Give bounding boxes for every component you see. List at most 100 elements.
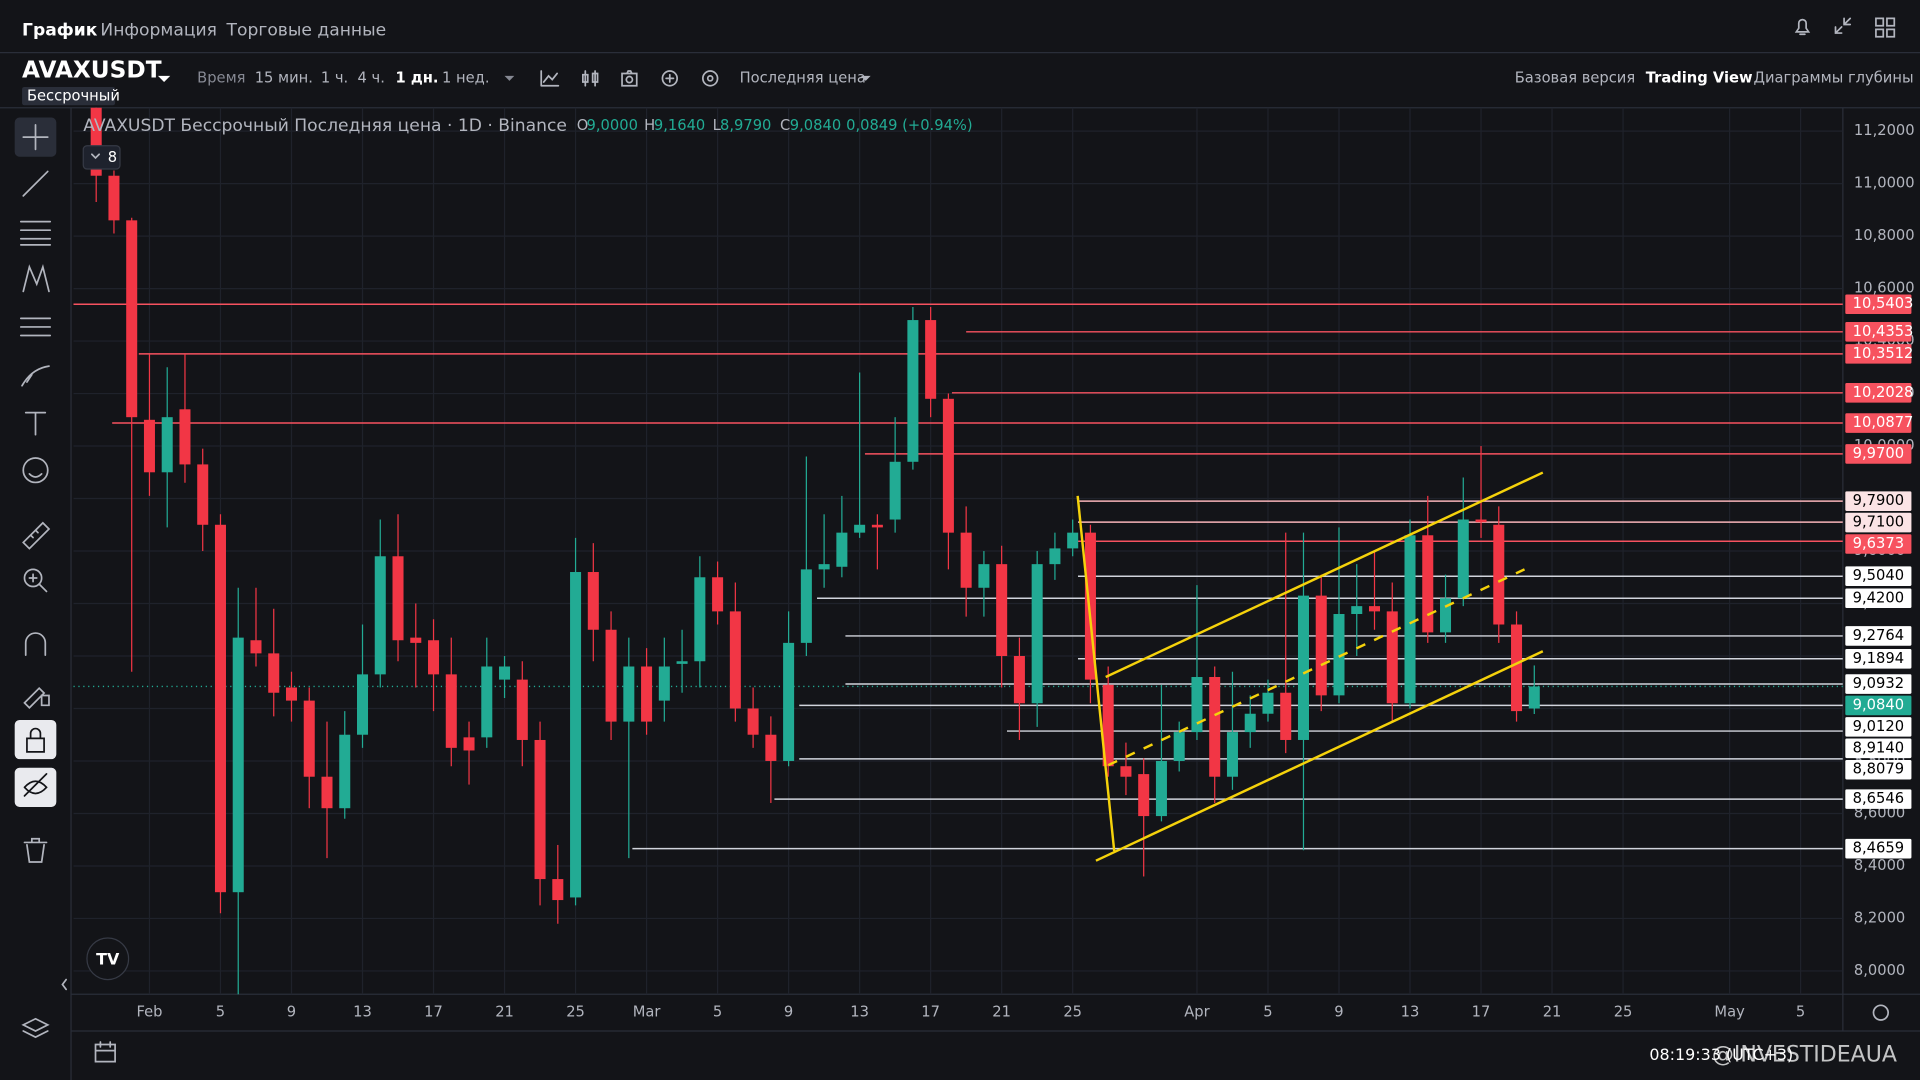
tool-zoom[interactable]: [28, 573, 48, 593]
caret[interactable]: [157, 75, 171, 83]
calendar[interactable]: [94, 1041, 116, 1063]
tab[interactable]: График: [22, 21, 98, 41]
x-tick-label: 21: [1543, 1004, 1562, 1021]
candle-body: [1209, 676, 1221, 777]
candle-body: [1297, 595, 1309, 740]
collapse[interactable]: [61, 978, 67, 991]
x-tick-label: 5: [713, 1004, 722, 1021]
tool-ruler[interactable]: [22, 521, 51, 550]
candle-body: [676, 661, 688, 664]
tool-layers[interactable]: [21, 1017, 50, 1039]
candle-body: [854, 524, 866, 533]
icon[interactable]: [665, 73, 675, 83]
candle-body: [978, 564, 990, 588]
tool-lock[interactable]: [26, 727, 45, 753]
tool-draw-lock[interactable]: [23, 686, 50, 709]
ohlc-value: 9,0000: [587, 117, 638, 134]
interval[interactable]: 15 мин.: [255, 69, 313, 86]
tab[interactable]: Информация: [100, 21, 216, 41]
candle-body: [232, 637, 244, 893]
trendlines: [1076, 471, 1544, 862]
x-tick-label: 17: [1472, 1004, 1491, 1021]
price-tag-label: 8,9140: [1853, 739, 1904, 756]
candle-body: [268, 653, 280, 693]
caret[interactable]: [860, 75, 871, 81]
ohlc-value: 9,0840: [790, 117, 841, 134]
settings[interactable]: [1872, 1004, 1890, 1021]
view[interactable]: Базовая версия: [1515, 69, 1636, 86]
icon[interactable]: [1834, 17, 1852, 34]
tool-fib[interactable]: [19, 220, 52, 246]
y-tick-label: 10,8000: [1854, 227, 1915, 244]
icon[interactable]: [1875, 17, 1896, 38]
tool-emoji[interactable]: [22, 457, 49, 484]
candle-body: [658, 666, 670, 701]
caret[interactable]: [504, 75, 515, 81]
icon[interactable]: [706, 75, 714, 82]
ohlc-value: C: [780, 117, 790, 134]
price-tags: 10,5403 10,4353 10,3512 10,2028 10,0877 9,970…: [1845, 294, 1914, 859]
icon[interactable]: [540, 70, 560, 87]
tool-text[interactable]: [24, 411, 47, 436]
price-tag-label: 10,3512: [1853, 345, 1914, 362]
trendline: [1105, 471, 1544, 679]
price-tag: [1845, 717, 1912, 737]
icon[interactable]: [1794, 18, 1811, 36]
candle-body: [1084, 532, 1096, 680]
candle-body: [729, 611, 741, 709]
icon[interactable]: [702, 70, 719, 87]
x-tick-label: Mar: [633, 1004, 662, 1021]
candle-body: [197, 464, 209, 525]
tool-pattern[interactable]: [22, 263, 50, 293]
candle-body: [765, 734, 777, 761]
candle-body: [428, 640, 440, 675]
tool-hide[interactable]: [23, 773, 48, 797]
ohlc-value: 0,0849 (+0.94%): [846, 117, 973, 134]
x-tick-label: May: [1714, 1004, 1745, 1021]
candle-body: [1173, 732, 1185, 761]
candle-body: [214, 524, 226, 893]
candle-body: [712, 577, 724, 612]
candle-body: [818, 564, 830, 570]
price-tag: [1845, 738, 1912, 759]
tool-magnet[interactable]: [24, 632, 47, 656]
interval[interactable]: 4 ч.: [358, 69, 385, 86]
tool-zoom[interactable]: [23, 568, 43, 588]
view[interactable]: Trading View: [1646, 69, 1753, 86]
x-tick-label: 13: [1401, 1004, 1420, 1021]
candle-body: [356, 674, 369, 735]
x-tick-label: 21: [992, 1004, 1011, 1021]
interval[interactable]: 1 нед.: [442, 69, 489, 86]
candle-body: [339, 734, 351, 809]
tool-crosshair[interactable]: [22, 124, 49, 151]
tool-delete[interactable]: [23, 837, 48, 863]
icon[interactable]: [582, 70, 599, 87]
tab[interactable]: Торговые данные: [226, 21, 387, 41]
intervals: 15 мин. 1 ч. 4 ч. 1 дн. 1 нед.: [255, 69, 490, 86]
interval[interactable]: 1 ч.: [321, 69, 348, 86]
tool-emoji[interactable]: [28, 473, 43, 478]
candle-body: [1226, 732, 1238, 777]
candle-body: [747, 708, 759, 735]
tool-active[interactable]: [14, 767, 57, 807]
candle-body: [1368, 606, 1381, 612]
legend-title: AVAXUSDT Бессрочный Последняя цена · 1D …: [83, 116, 567, 136]
price-source[interactable]: Последняя цена: [740, 69, 866, 86]
icon[interactable]: [621, 70, 638, 87]
price-tag-label: 9,9700: [1853, 445, 1904, 462]
icon[interactable]: [625, 75, 634, 84]
symbol[interactable]: AVAXUSDT: [22, 57, 162, 84]
candle-body: [285, 687, 298, 701]
interval[interactable]: 1 дн.: [396, 69, 439, 86]
tool-trend[interactable]: [22, 170, 49, 197]
price-tag: [1845, 413, 1912, 433]
x-tick-label: 17: [921, 1004, 940, 1021]
ohlc-value: H: [644, 117, 655, 134]
icon[interactable]: [661, 70, 678, 87]
indicator-badge[interactable]: [82, 145, 121, 170]
tool-brush[interactable]: [21, 365, 50, 387]
tool-projection[interactable]: [19, 317, 52, 337]
view[interactable]: Диаграммы глубины: [1753, 69, 1913, 86]
tool-active[interactable]: [14, 720, 57, 760]
